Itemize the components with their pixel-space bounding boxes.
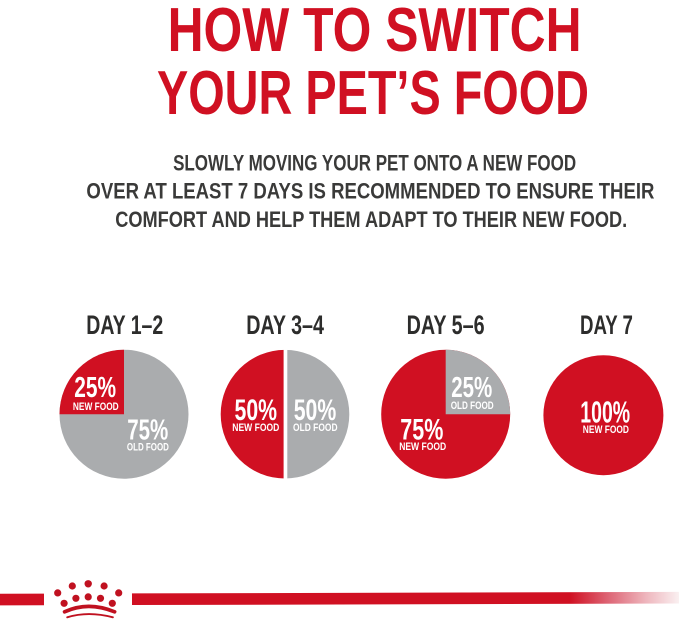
- svg-text:75%: 75%: [400, 415, 443, 447]
- svg-text:NEW FOOD: NEW FOOD: [399, 441, 446, 453]
- svg-text:50%: 50%: [294, 395, 337, 427]
- svg-text:DAY 7: DAY 7: [580, 309, 633, 340]
- svg-text:DAY 1–2: DAY 1–2: [86, 309, 163, 340]
- svg-text:100%: 100%: [580, 394, 630, 429]
- svg-text:OLD FOOD: OLD FOOD: [127, 442, 169, 454]
- svg-text:75%: 75%: [127, 415, 168, 447]
- svg-text:COMFORT AND HELP THEM ADAPT TO: COMFORT AND HELP THEM ADAPT TO THEIR NEW…: [115, 207, 627, 232]
- svg-text:YOUR PET’S FOOD: YOUR PET’S FOOD: [157, 58, 589, 128]
- svg-text:NEW FOOD: NEW FOOD: [583, 424, 629, 436]
- svg-text:OLD FOOD: OLD FOOD: [293, 422, 338, 434]
- svg-text:OVER AT LEAST 7 DAYS IS RECOMM: OVER AT LEAST 7 DAYS IS RECOMMENDED TO E…: [86, 179, 654, 204]
- svg-text:50%: 50%: [235, 395, 278, 427]
- svg-text:DAY 5–6: DAY 5–6: [407, 309, 485, 340]
- svg-text:NEW FOOD: NEW FOOD: [232, 422, 279, 434]
- svg-text:SLOWLY MOVING YOUR PET ONTO A: SLOWLY MOVING YOUR PET ONTO A NEW FOOD: [173, 150, 576, 175]
- svg-text:NEW FOOD: NEW FOOD: [73, 401, 119, 413]
- svg-text:OLD FOOD: OLD FOOD: [451, 400, 494, 412]
- svg-text:HOW TO SWITCH: HOW TO SWITCH: [168, 0, 582, 65]
- svg-text:25%: 25%: [451, 372, 492, 404]
- svg-text:DAY 3–4: DAY 3–4: [246, 309, 324, 340]
- svg-text:25%: 25%: [74, 372, 116, 404]
